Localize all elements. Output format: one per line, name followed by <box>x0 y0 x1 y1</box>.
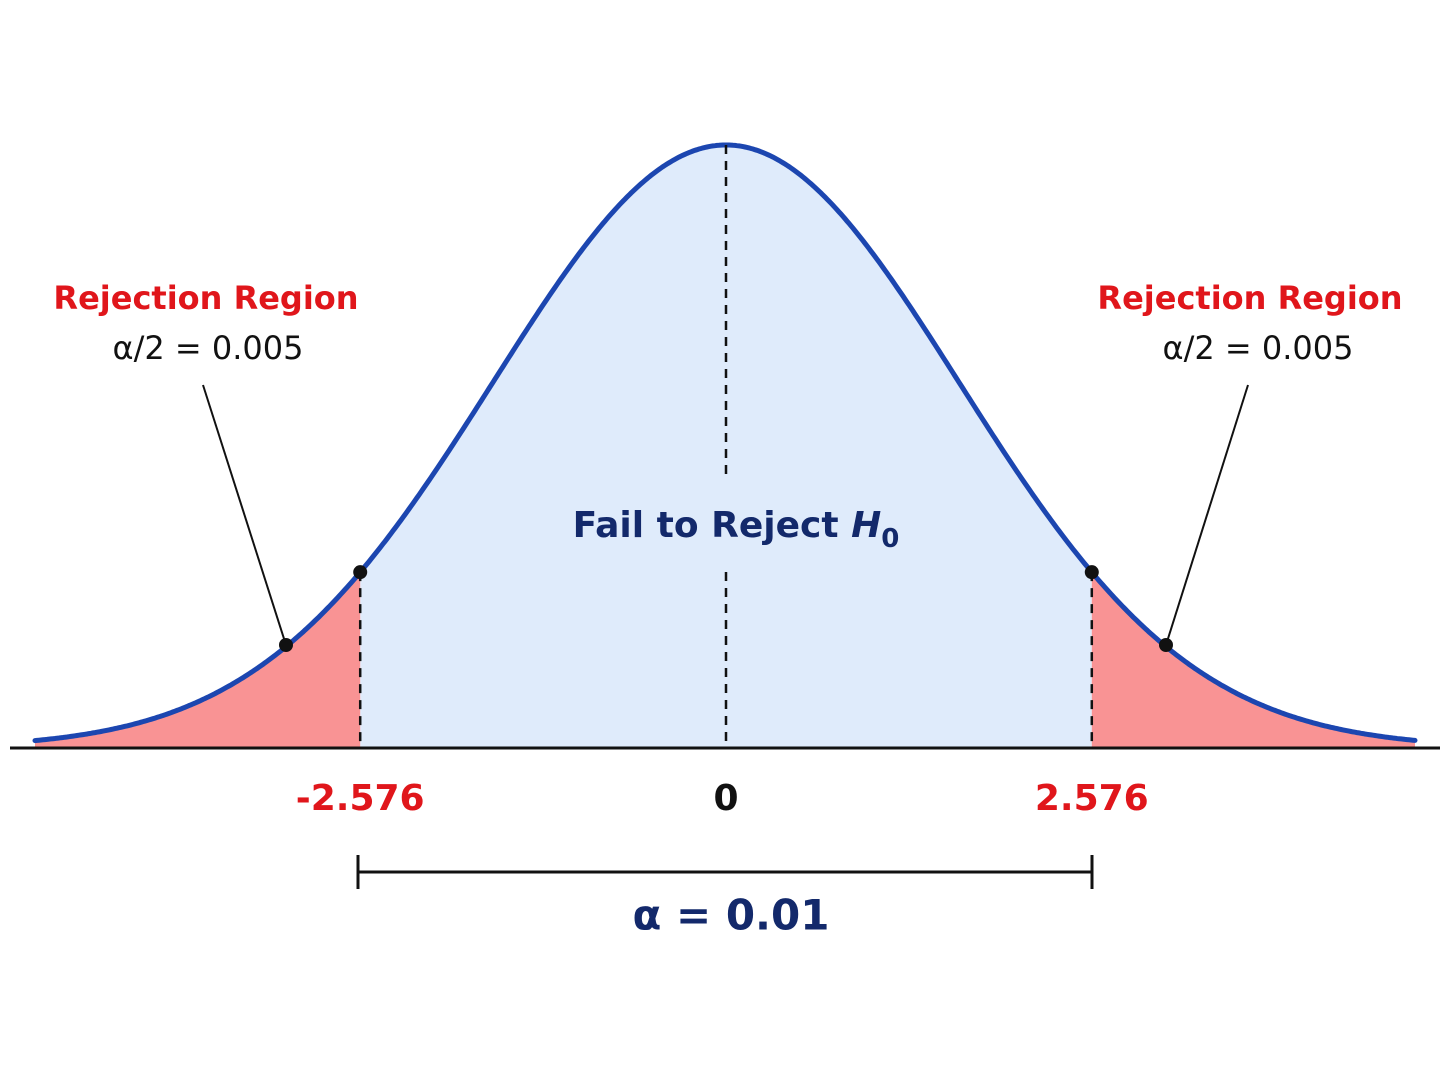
critical-dot <box>1084 565 1099 580</box>
axis-label: 0 <box>713 778 738 819</box>
rejection-area <box>35 572 361 748</box>
leader-line <box>202 384 287 646</box>
bracket-label: α = 0.01 <box>633 891 830 940</box>
center-label: Fail to Reject H0 <box>573 505 900 554</box>
dot <box>279 638 293 652</box>
leader-line <box>1165 384 1249 646</box>
label-variable: H <box>851 505 881 546</box>
annotation-value: α/2 = 0.005 <box>113 329 304 367</box>
rejection-area <box>1091 572 1415 748</box>
label-subscript: 0 <box>881 524 899 554</box>
critical-dot <box>353 565 368 580</box>
center-area <box>360 145 1092 748</box>
annotation-title: Rejection Region <box>53 279 358 317</box>
label-text: Fail to Reject <box>573 505 839 546</box>
axis-label: 2.576 <box>1035 778 1149 819</box>
annotation-value: α/2 = 0.005 <box>1163 329 1354 367</box>
annotation-title: Rejection Region <box>1097 279 1402 317</box>
dot <box>1159 638 1173 652</box>
axis-label: -2.576 <box>296 778 425 819</box>
